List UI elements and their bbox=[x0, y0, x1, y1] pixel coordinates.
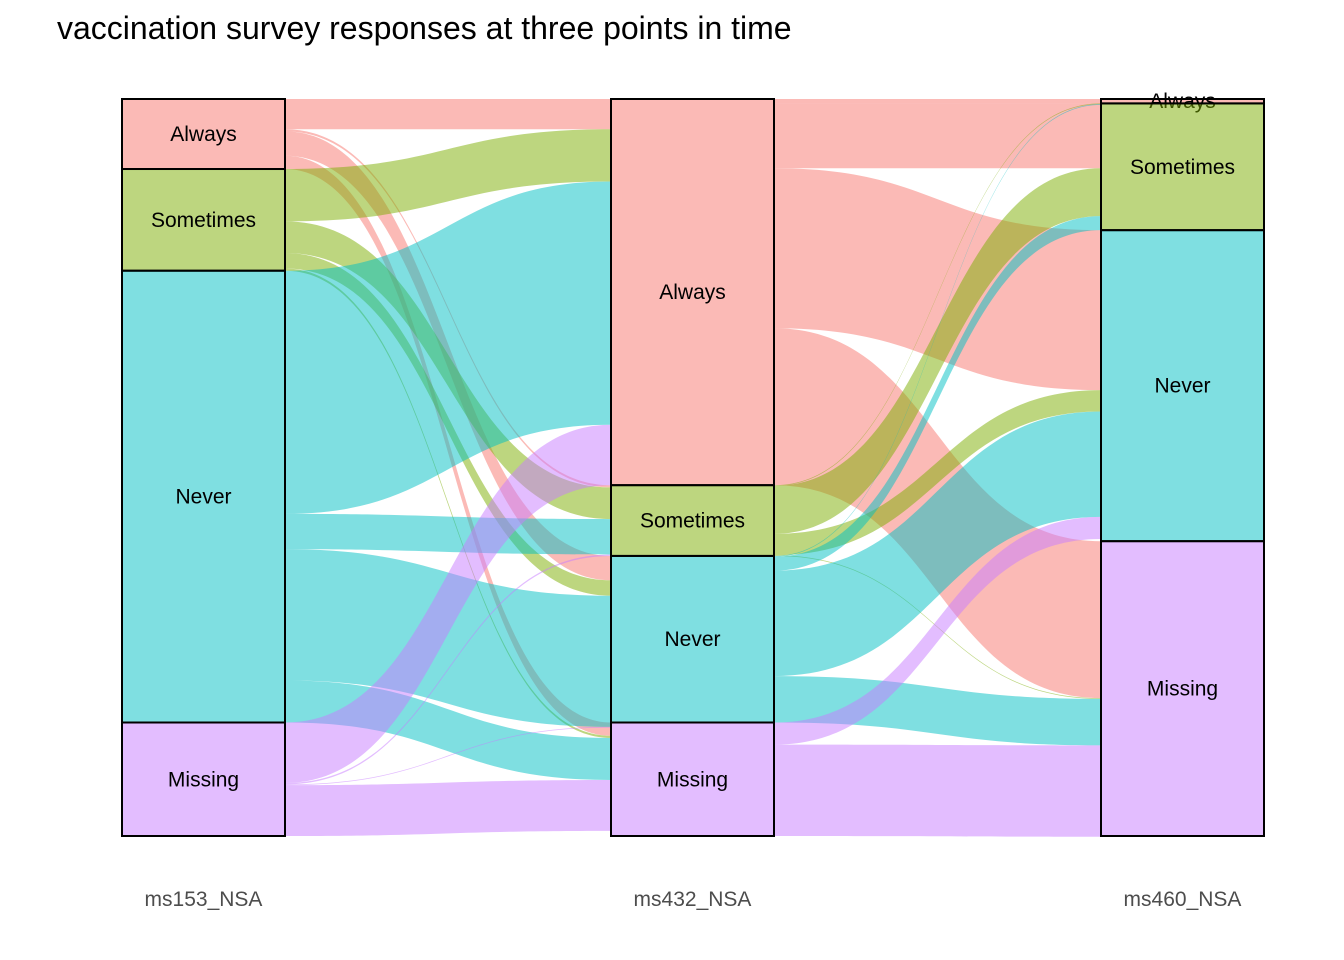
stratum-label-ms153-nsa-missing: Missing bbox=[168, 768, 239, 791]
stratum-label-ms460-nsa-missing: Missing bbox=[1147, 678, 1218, 701]
flow-ms432-nsa-sometimes-to-always bbox=[774, 103, 1101, 486]
flow-ms153-nsa-never-to-always bbox=[285, 181, 611, 514]
stratum-ms153-nsa-sometimes bbox=[121, 168, 286, 272]
stratum-ms432-nsa-never bbox=[610, 554, 775, 724]
flow-ms153-nsa-never-to-never bbox=[285, 549, 611, 727]
axis-label-ms153-nsa: ms153_NSA bbox=[145, 888, 263, 911]
flow-ms153-nsa-missing-to-always bbox=[285, 424, 611, 783]
flow-ms153-nsa-missing-to-missing bbox=[285, 779, 611, 836]
flow-ms153-nsa-sometimes-to-missing bbox=[285, 268, 611, 738]
flow-ms432-nsa-missing-to-missing bbox=[774, 744, 1101, 837]
stratum-ms153-nsa-missing bbox=[121, 721, 286, 838]
flow-ms153-nsa-always-to-always bbox=[285, 99, 611, 130]
stratum-label-ms460-nsa-never: Never bbox=[1154, 375, 1210, 398]
flow-ms432-nsa-never-to-missing bbox=[774, 676, 1101, 746]
stratum-label-ms153-nsa-always: Always bbox=[170, 123, 237, 146]
flow-ms153-nsa-sometimes-to-always bbox=[285, 129, 611, 222]
stratum-ms460-nsa-never bbox=[1100, 229, 1265, 543]
stratum-label-ms432-nsa-always: Always bbox=[659, 281, 726, 304]
axis-label-layer: ms153_NSA ms432_NSA ms460_NSA bbox=[145, 888, 1242, 911]
stratum-ms153-nsa-never bbox=[121, 269, 286, 724]
flow-ms432-nsa-never-to-always bbox=[774, 104, 1101, 557]
stratum-label-ms153-nsa-sometimes: Sometimes bbox=[151, 209, 256, 232]
flow-ms432-nsa-sometimes-to-never bbox=[774, 390, 1101, 556]
flow-ms432-nsa-always-to-sometimes bbox=[774, 103, 1101, 169]
stratum-ms460-nsa-sometimes bbox=[1100, 102, 1265, 232]
axis-label-ms460-nsa: ms460_NSA bbox=[1124, 888, 1242, 911]
stratum-ms432-nsa-always bbox=[610, 98, 775, 487]
flow-ms432-nsa-never-to-never bbox=[774, 411, 1101, 677]
stratum-label-ms153-nsa-never: Never bbox=[175, 486, 231, 509]
flow-ms432-nsa-always-to-always bbox=[774, 99, 1101, 104]
stratum-label-ms432-nsa-sometimes: Sometimes bbox=[640, 510, 745, 533]
stratum-label-ms432-nsa-never: Never bbox=[664, 628, 720, 651]
stratum-ms432-nsa-sometimes bbox=[610, 484, 775, 557]
stratum-ms432-nsa-missing bbox=[610, 721, 775, 838]
flow-ms153-nsa-missing-to-never bbox=[285, 726, 611, 786]
flows-layer bbox=[285, 99, 1101, 837]
flow-ms153-nsa-never-to-sometimes bbox=[285, 513, 611, 555]
stratum-ms153-nsa-always bbox=[121, 98, 286, 171]
chart-title: vaccination survey responses at three po… bbox=[57, 10, 792, 46]
stratum-label-ms460-nsa-sometimes: Sometimes bbox=[1130, 156, 1235, 179]
strata-layer: Always Sometimes Never Missing Always Sometim… bbox=[121, 90, 1265, 838]
flow-ms432-nsa-missing-to-never bbox=[774, 516, 1101, 745]
stratum-label-ms432-nsa-missing: Missing bbox=[657, 768, 728, 791]
axis-label-ms432-nsa: ms432_NSA bbox=[634, 888, 752, 911]
flow-ms432-nsa-sometimes-to-sometimes bbox=[774, 168, 1101, 534]
flow-ms153-nsa-missing-to-sometimes bbox=[285, 554, 611, 785]
flow-ms432-nsa-never-to-sometimes bbox=[774, 216, 1101, 571]
stratum-ms460-nsa-missing bbox=[1100, 540, 1265, 837]
